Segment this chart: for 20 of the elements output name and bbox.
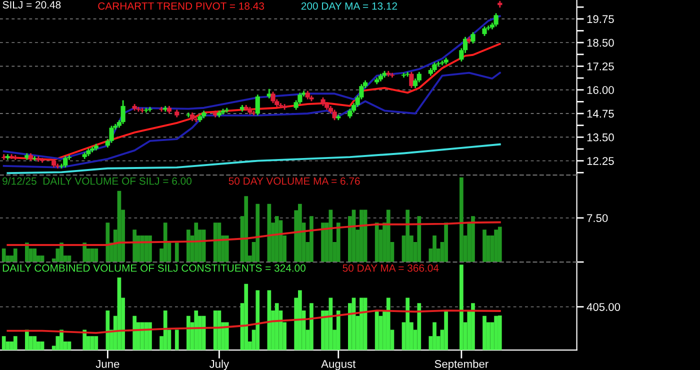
y-tick-label: 18.50 <box>587 38 614 47</box>
y-tick-label: 19.75 <box>587 15 614 24</box>
y-tick-label: 12.25 <box>587 157 614 165</box>
x-tick-label: June <box>96 360 120 368</box>
y-tick-label: 16.00 <box>587 86 614 94</box>
series-label: DAILY COMBINED VOLUME OF SILJ CONSTITUENTS = 324.00 <box>2 264 306 272</box>
y-tick-label: 405.00 <box>586 303 620 311</box>
x-tick-label: September <box>434 360 488 370</box>
x-tick-label: August <box>321 360 356 370</box>
y-tick-label: 14.75 <box>587 110 614 118</box>
text: 50 DAY MA = 366.04 <box>342 264 439 272</box>
text: 9/12/25 DAILY VOLUME OF SILJ = 6.00 <box>2 177 192 185</box>
y-tick-label: 13.50 <box>587 133 614 142</box>
x-tick-label: July <box>209 360 230 370</box>
text: CARHARTT TREND PIVOT = 18.43 <box>98 2 264 10</box>
text: 50 DAY VOLUME MA = 6.76 <box>228 177 360 185</box>
y-tick-label: 17.25 <box>587 62 614 70</box>
y-tick-label: 7.50 <box>587 214 608 222</box>
text: 200 DAY MA = 13.12 <box>301 2 398 10</box>
chart-title: SILJ = 20.48 <box>2 1 61 9</box>
